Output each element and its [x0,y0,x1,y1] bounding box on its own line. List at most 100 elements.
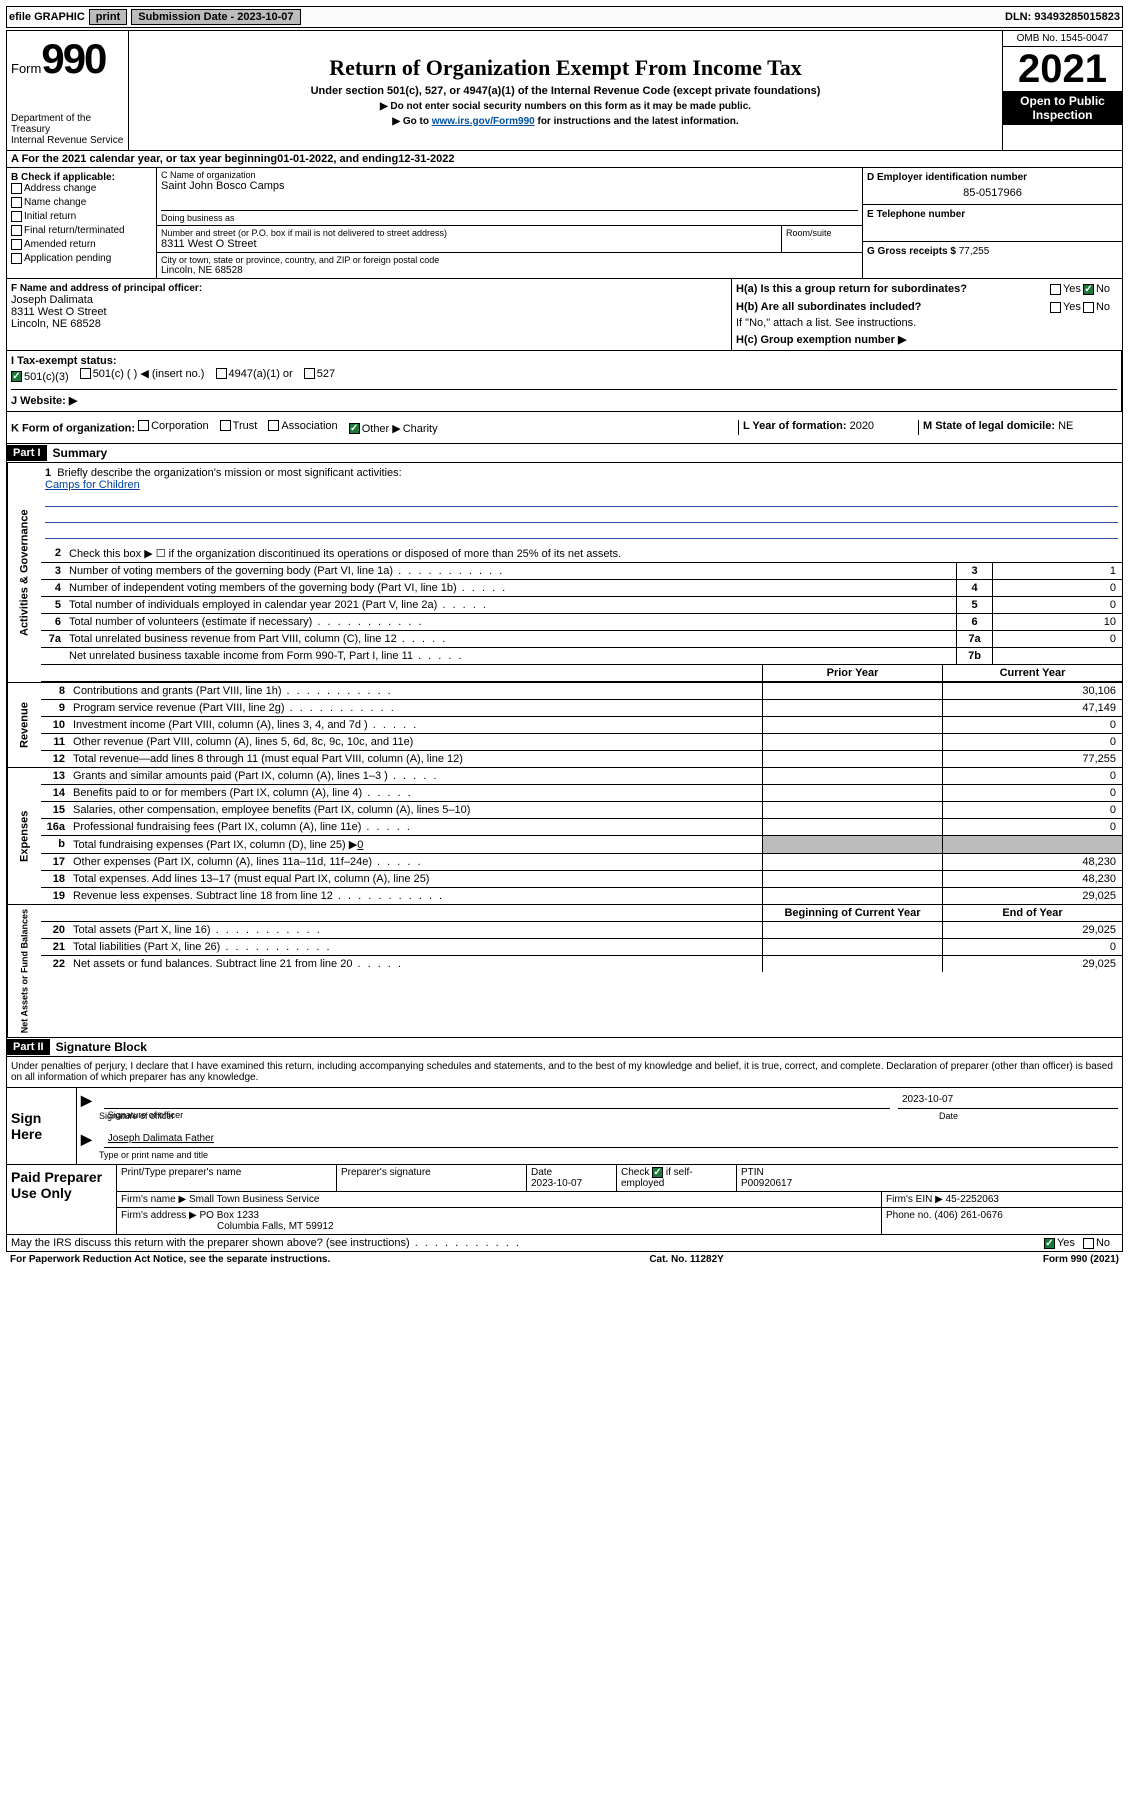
discuss-yes: Yes [1057,1237,1075,1249]
box-b: B Check if applicable: Address change Na… [7,168,157,278]
line3-value: 1 [992,563,1122,579]
prep-selfemp-label: Check [621,1167,652,1178]
prep-sig-label: Preparer's signature [337,1165,527,1191]
line4-text: Number of independent voting members of … [65,580,956,596]
checkbox-501c[interactable] [80,368,91,379]
formation-value: 2020 [850,420,874,432]
line9-curr: 47,149 [942,700,1122,716]
checkbox-final-return[interactable] [11,225,22,236]
opt-527: 527 [317,368,335,380]
firm-addr-cell: Firm's address ▶ PO Box 1233Columbia Fal… [117,1208,882,1234]
period-end: 12-31-2022 [398,153,454,165]
tax-year: 2021 [1003,47,1122,91]
box-d: D Employer identification number 85-0517… [863,168,1122,205]
chk-label-5: Application pending [24,253,111,264]
firm-addr1: PO Box 1233 [200,1210,259,1221]
period-label: A For the 2021 calendar year, or tax yea… [11,153,277,165]
discuss-row: May the IRS discuss this return with the… [6,1235,1123,1252]
irs-link[interactable]: www.irs.gov/Form990 [432,116,535,127]
officer-signature-field[interactable]: Signature of officer [104,1092,890,1109]
part2-header: Part II Signature Block [6,1038,1123,1057]
prep-name-label: Print/Type preparer's name [117,1165,337,1191]
checkbox-hb-no[interactable] [1083,302,1094,313]
officer-city: Lincoln, NE 68528 [11,318,727,330]
line17-text: Other expenses (Part IX, column (A), lin… [69,854,762,870]
line12-curr: 77,255 [942,751,1122,767]
line10-curr: 0 [942,717,1122,733]
vtab-netassets: Net Assets or Fund Balances [7,905,41,1037]
box-g: G Gross receipts $ 77,255 [863,242,1122,278]
checkbox-4947[interactable] [216,368,227,379]
form-title: Return of Organization Exempt From Incom… [329,55,802,81]
form-footer: Form 990 (2021) [1043,1254,1119,1265]
begin-year-hdr: Beginning of Current Year [762,905,942,921]
dba-label: Doing business as [161,210,858,223]
checkbox-trust[interactable] [220,420,231,431]
checkbox-hb-yes[interactable] [1050,302,1061,313]
prep-ptin-cell: PTINP00920617 [737,1165,1122,1191]
form-number: 990 [41,35,105,82]
caret-icon-2: ▶ [81,1131,96,1148]
opt-other: Other ▶ [362,422,401,435]
hb-yes: Yes [1063,301,1081,313]
line20-text: Total assets (Part X, line 16) [69,922,762,938]
checkbox-ha-no[interactable] [1083,284,1094,295]
checkbox-self-employed[interactable] [652,1167,663,1178]
ptin-label: PTIN [741,1167,764,1178]
checkbox-amended[interactable] [11,239,22,250]
line15-text: Salaries, other compensation, employee b… [69,802,762,818]
city-value: Lincoln, NE 68528 [161,265,858,276]
form-header: Form990 Department of the Treasury Inter… [6,30,1123,151]
prep-date-value: 2023-10-07 [531,1178,582,1189]
checkbox-527[interactable] [304,368,315,379]
line11-text: Other revenue (Part VIII, column (A), li… [69,734,762,750]
checkbox-501c3[interactable] [11,371,22,382]
checkbox-discuss-yes[interactable] [1044,1238,1055,1249]
line16b-text: Total fundraising expenses (Part IX, col… [69,836,762,853]
org-name: Saint John Bosco Camps [161,180,858,192]
domicile-value: NE [1058,420,1073,432]
checkbox-name-change[interactable] [11,197,22,208]
line20-end: 29,025 [942,922,1122,938]
line10-text: Investment income (Part VIII, column (A)… [69,717,762,733]
checkbox-app-pending[interactable] [11,253,22,264]
line9-text: Program service revenue (Part VIII, line… [69,700,762,716]
line13-text: Grants and similar amounts paid (Part IX… [69,768,762,784]
line2-text: Check this box ▶ ☐ if the organization d… [65,545,1122,562]
row-m: M State of legal domicile: NE [918,420,1118,436]
prep-selfemp-cell: Check if self-employed [617,1165,737,1191]
checkbox-assoc[interactable] [268,420,279,431]
part1-title: Summary [47,444,114,462]
box-b-title: B Check if applicable: [11,172,152,183]
checkbox-discuss-no[interactable] [1083,1238,1094,1249]
ptin-value: P00920617 [741,1178,792,1189]
line21-text: Total liabilities (Part X, line 26) [69,939,762,955]
ein-value: 85-0517966 [867,183,1118,199]
box-f: F Name and address of principal officer:… [7,279,732,350]
street-label: Number and street (or P.O. box if mail i… [161,228,777,238]
period-begin: 01-01-2022 [277,153,333,165]
topbar: efile GRAPHIC print Submission Date - 20… [6,6,1123,28]
checkbox-ha-yes[interactable] [1050,284,1061,295]
checkbox-initial-return[interactable] [11,211,22,222]
period-mid: , and ending [333,153,398,165]
print-button[interactable]: print [89,9,127,25]
checkbox-corp[interactable] [138,420,149,431]
section-bcdeg: B Check if applicable: Address change Na… [6,168,1123,279]
header-right-box: OMB No. 1545-0047 2021 Open to Public In… [1002,31,1122,150]
checkbox-address-change[interactable] [11,183,22,194]
activities-governance: Activities & Governance 1 Briefly descri… [6,463,1123,683]
sign-here-block: Sign Here ▶ Signature of officer 2023-10… [6,1088,1123,1165]
firm-phone-label: Phone no. [886,1210,932,1221]
firm-addr2: Columbia Falls, MT 59912 [121,1221,334,1232]
goto-prefix: ▶ Go to [392,116,431,127]
pwra-notice: For Paperwork Reduction Act Notice, see … [10,1254,330,1265]
line19-curr: 29,025 [942,888,1122,904]
hc-label: H(c) Group exemption number ▶ [736,333,1118,346]
checkbox-other[interactable] [349,423,360,434]
sign-here-label: Sign Here [7,1088,77,1164]
line3-text: Number of voting members of the governin… [65,563,956,579]
box-h: H(a) Is this a group return for subordin… [732,279,1122,350]
section-a-period: A For the 2021 calendar year, or tax yea… [6,151,1123,168]
prep-date-cell: Date2023-10-07 [527,1165,617,1191]
